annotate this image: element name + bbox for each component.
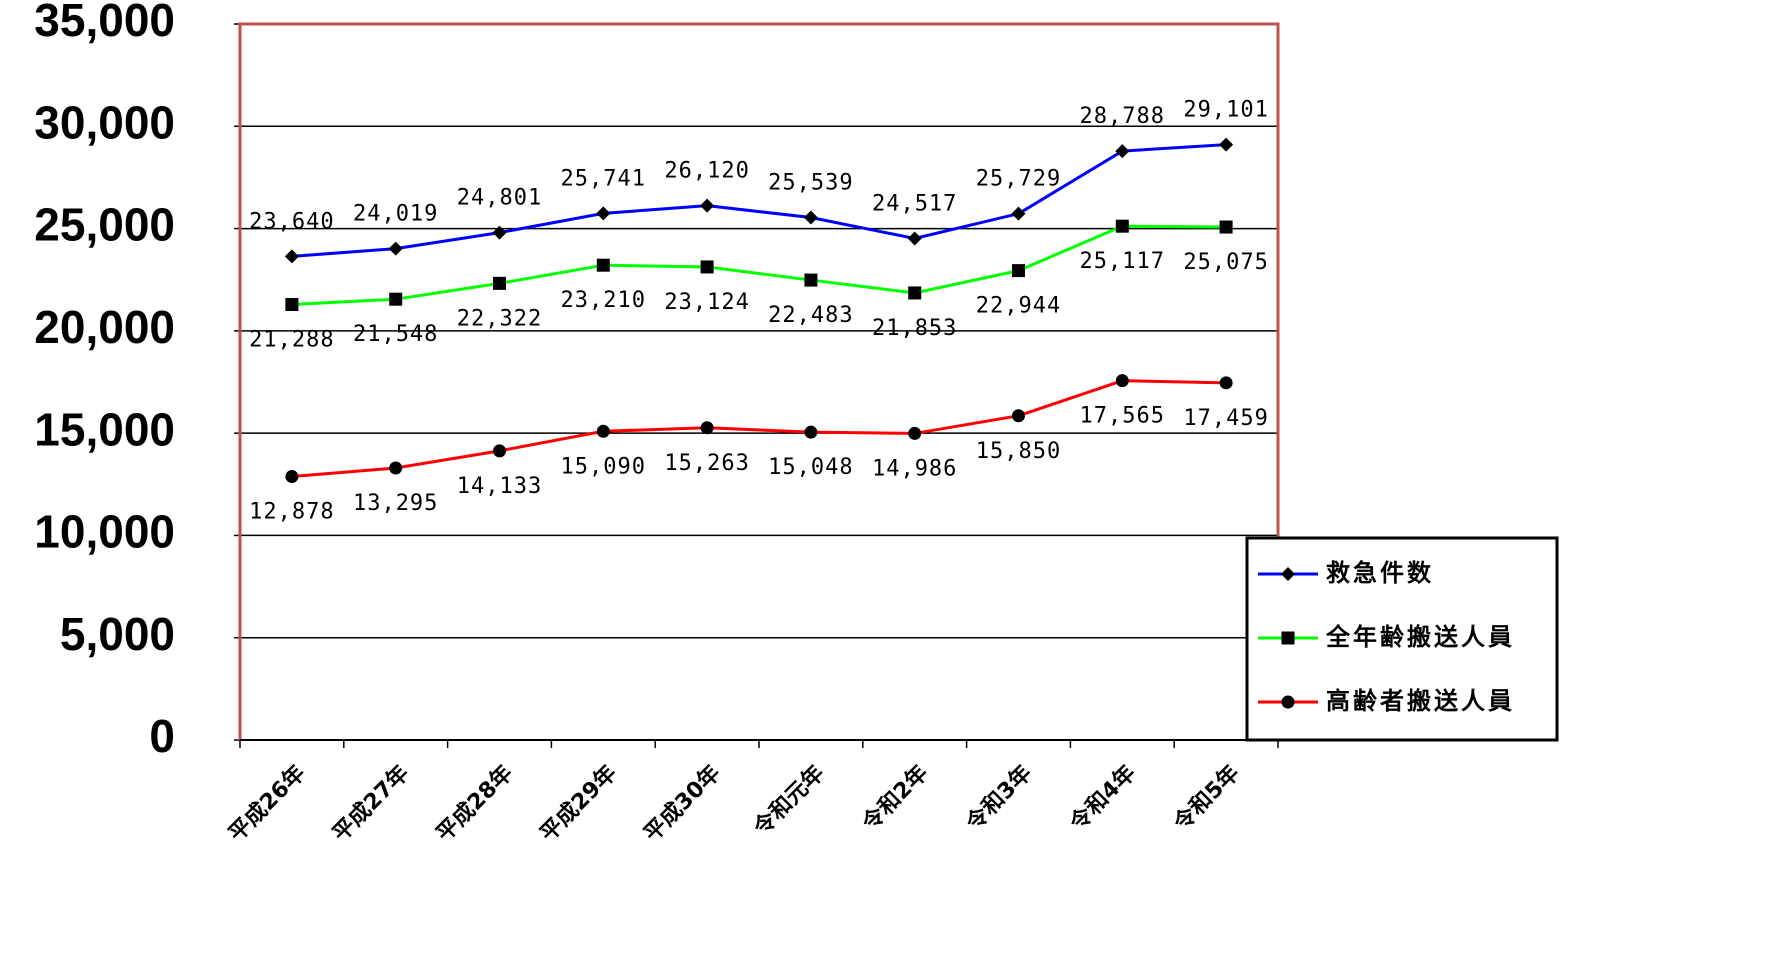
x-tick-label: 令和4年	[1065, 760, 1141, 836]
y-tick-label: 30,000	[34, 96, 175, 148]
marker	[596, 258, 610, 272]
data-label: 21,288	[249, 328, 334, 353]
data-label: 17,459	[1183, 406, 1268, 431]
marker	[596, 206, 611, 221]
x-tick-label: 平成29年	[535, 760, 622, 847]
marker	[908, 426, 922, 440]
marker	[907, 231, 922, 246]
marker	[492, 225, 507, 240]
data-label: 12,878	[249, 500, 334, 525]
marker	[284, 249, 299, 264]
marker	[1281, 567, 1295, 581]
marker	[389, 292, 403, 306]
data-label: 25,075	[1183, 250, 1268, 275]
marker	[803, 210, 818, 225]
x-tick-label: 平成27年	[327, 760, 414, 847]
marker	[493, 444, 506, 458]
data-label: 23,640	[249, 209, 334, 234]
marker	[1011, 206, 1026, 221]
marker	[1219, 137, 1234, 152]
marker	[804, 273, 818, 287]
series-line	[291, 224, 1227, 307]
legend-label: 救急件数	[1326, 559, 1434, 587]
y-tick-label: 10,000	[34, 506, 175, 558]
data-label: 25,741	[561, 166, 646, 191]
data-label: 21,853	[872, 316, 957, 341]
y-tick-label: 5,000	[60, 608, 175, 660]
marker	[1012, 409, 1025, 423]
data-label: 28,788	[1080, 104, 1165, 129]
data-label: 22,483	[768, 303, 853, 328]
y-tick-label: 0	[149, 710, 175, 762]
data-label: 26,120	[664, 159, 749, 184]
marker	[1012, 264, 1025, 278]
marker	[596, 424, 610, 438]
marker	[1219, 220, 1233, 234]
marker	[493, 276, 506, 290]
data-label: 15,850	[976, 439, 1061, 464]
y-tick-label: 35,000	[34, 0, 175, 46]
series-line	[291, 143, 1227, 258]
legend-label: 全年齢搬送人員	[1325, 623, 1515, 651]
data-label: 21,548	[353, 322, 438, 347]
y-tick-label: 25,000	[34, 199, 175, 251]
marker	[388, 241, 403, 256]
marker	[1115, 144, 1130, 159]
marker	[1115, 219, 1129, 233]
data-label: 23,124	[664, 290, 749, 315]
data-label: 14,133	[457, 474, 542, 499]
marker	[285, 470, 299, 484]
marker	[1219, 376, 1233, 390]
data-label: 17,565	[1080, 404, 1165, 429]
marker	[389, 461, 403, 475]
marker	[285, 298, 299, 312]
marker	[1281, 695, 1295, 709]
y-tick-label: 20,000	[34, 301, 175, 353]
data-label: 25,729	[976, 167, 1061, 192]
data-label: 13,295	[353, 491, 438, 516]
y-tick-label: 15,000	[34, 403, 175, 455]
x-tick-label: 令和元年	[749, 760, 830, 841]
data-label: 23,210	[561, 288, 646, 313]
marker	[700, 198, 715, 213]
x-tick-label: 令和3年	[961, 760, 1037, 836]
data-label: 22,944	[976, 294, 1061, 319]
data-label: 15,263	[664, 451, 749, 476]
marker	[804, 425, 818, 439]
x-tick-label: 令和5年	[1169, 760, 1245, 836]
plot-border	[238, 22, 1280, 740]
data-label: 24,019	[353, 202, 438, 227]
marker	[1115, 374, 1129, 388]
series-line	[291, 379, 1227, 479]
data-label: 15,048	[768, 455, 853, 480]
x-tick-label: 令和2年	[857, 760, 933, 836]
data-label: 25,539	[768, 171, 853, 196]
data-label: 24,801	[457, 186, 542, 211]
data-label: 14,986	[872, 456, 957, 481]
x-tick-label: 平成26年	[224, 760, 311, 847]
marker	[1281, 631, 1295, 645]
data-label: 24,517	[872, 191, 957, 216]
data-label: 25,117	[1080, 249, 1165, 274]
x-tick-label: 平成28年	[431, 760, 518, 847]
x-tick-label: 平成30年	[639, 760, 726, 847]
marker	[700, 260, 714, 274]
data-label: 15,090	[561, 454, 646, 479]
marker	[700, 421, 714, 435]
data-label: 22,322	[457, 306, 542, 331]
legend-label: 高齢者搬送人員	[1326, 687, 1515, 715]
marker	[908, 286, 922, 300]
data-label: 29,101	[1183, 98, 1268, 123]
